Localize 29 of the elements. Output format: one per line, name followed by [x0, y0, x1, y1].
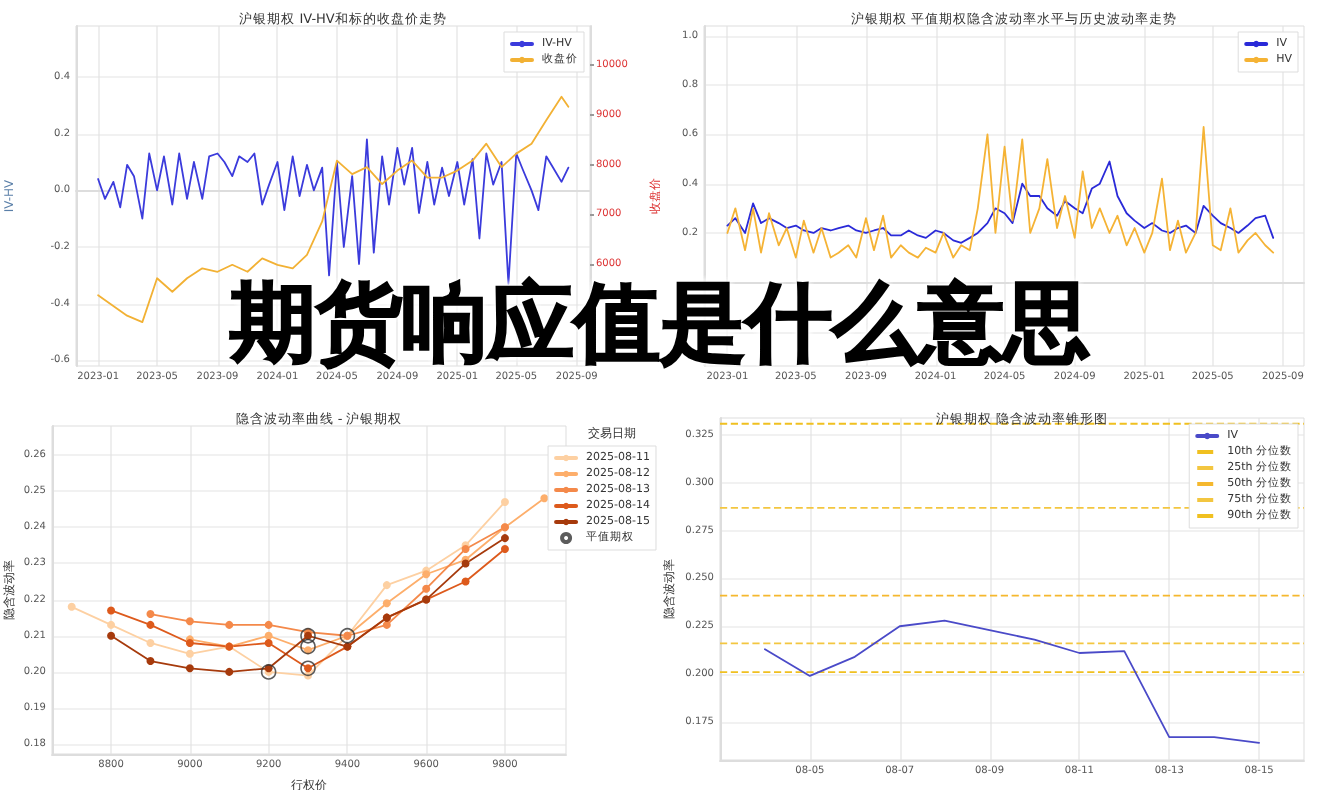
point	[382, 599, 391, 608]
point	[422, 584, 431, 593]
point	[264, 638, 273, 647]
point	[500, 497, 509, 506]
annotation: 期货响应值是什么意思	[230, 274, 1090, 374]
point	[225, 620, 234, 629]
point	[300, 638, 316, 655]
point	[185, 649, 194, 658]
point	[146, 657, 155, 666]
point	[107, 606, 116, 615]
line-series	[764, 619, 1260, 744]
point	[500, 544, 509, 553]
point	[500, 534, 509, 543]
point	[67, 602, 76, 611]
point	[185, 617, 194, 626]
line-series	[726, 126, 1275, 259]
line-series	[726, 160, 1275, 244]
point	[146, 610, 155, 619]
point	[225, 667, 234, 676]
point	[107, 620, 116, 629]
point	[185, 664, 194, 673]
point	[382, 581, 391, 590]
point	[264, 620, 273, 629]
point	[146, 638, 155, 647]
point	[146, 620, 155, 629]
point	[461, 577, 470, 586]
point	[264, 631, 273, 640]
point	[382, 620, 391, 629]
point	[107, 631, 116, 640]
